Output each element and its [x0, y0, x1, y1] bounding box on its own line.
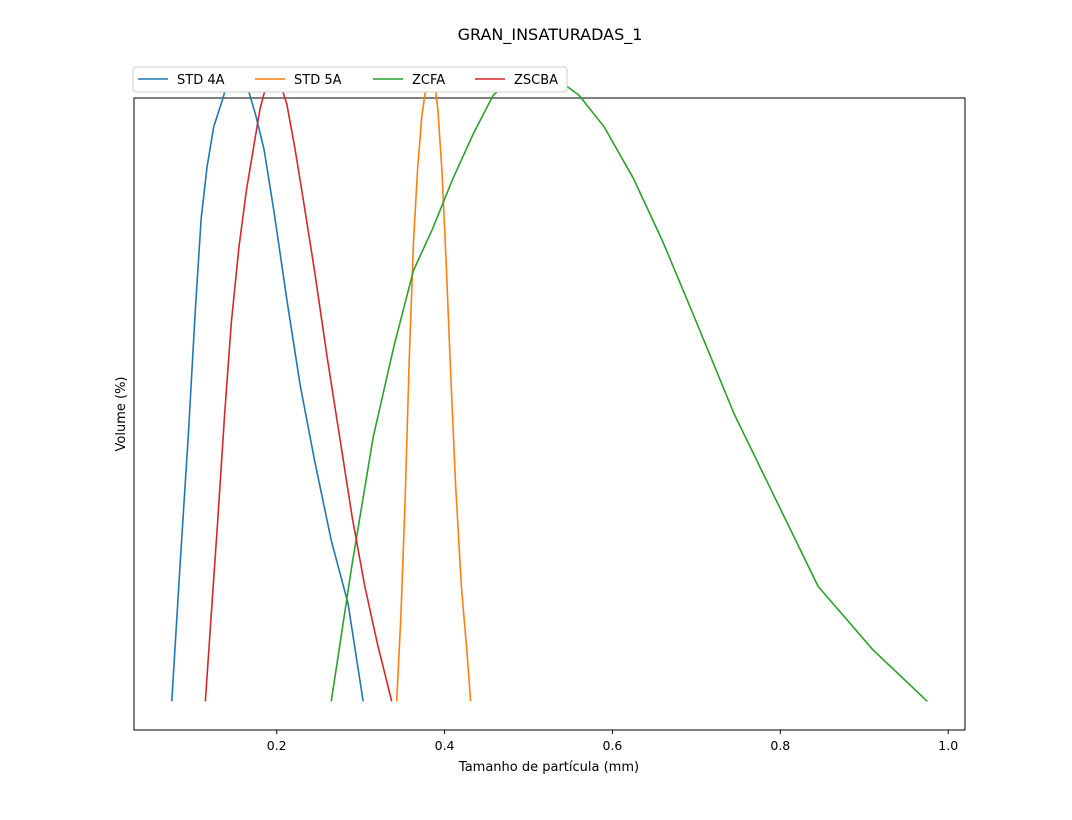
y-axis-label: Volume (%) [114, 377, 129, 452]
x-axis-ticks: 0.2 0.4 0.6 0.8 1.0 [267, 730, 958, 753]
plot-area-frame [133, 97, 966, 731]
legend-label: ZSCBA [514, 73, 558, 88]
x-tick-label: 0.2 [267, 738, 287, 753]
x-axis-label: Tamanho de partícula (mm) [458, 760, 639, 775]
legend-label: STD 4A [177, 73, 225, 88]
x-tick-label: 0.8 [770, 738, 790, 753]
legend-label: ZCFA [412, 73, 445, 88]
legend-item-zcfa: ZCFA [373, 73, 445, 88]
legend-item-std-5a: STD 5A [255, 73, 342, 88]
legend-item-std-4a: STD 4A [138, 73, 225, 88]
legend-item-zscba: ZSCBA [475, 73, 558, 88]
x-tick-label: 0.6 [603, 738, 623, 753]
x-tick-label: 1.0 [938, 738, 958, 753]
x-tick-label: 0.4 [435, 738, 455, 753]
chart-title: GRAN_INSATURADAS_1 [458, 25, 643, 45]
legend-label: STD 5A [294, 73, 342, 88]
legend-frame [132, 66, 568, 93]
legend: STD 4A STD 5A ZCFA ZSCBA [132, 66, 568, 93]
legend-items: STD 4A STD 5A ZCFA ZSCBA [138, 73, 558, 88]
